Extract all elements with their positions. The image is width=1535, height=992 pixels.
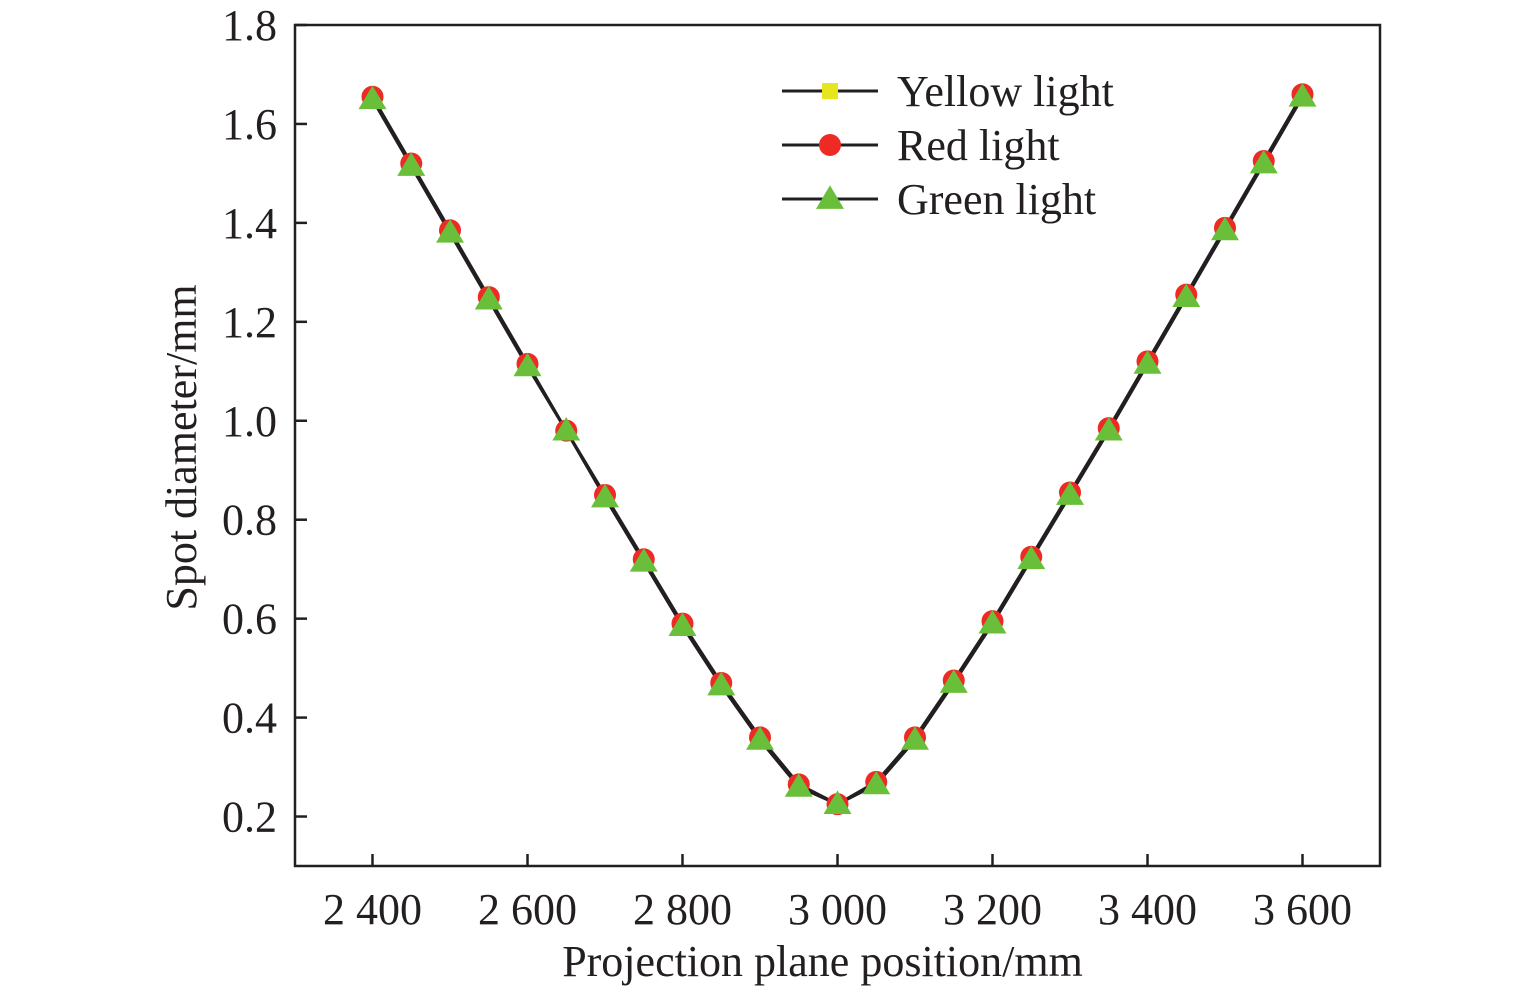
series-markers [358, 83, 1317, 816]
y-tick-label: 1.6 [222, 100, 277, 149]
data-point-triangle [474, 285, 503, 310]
data-point-triangle [629, 548, 658, 572]
data-point-triangle [1288, 83, 1317, 107]
x-tick-label: 3 000 [788, 885, 887, 934]
data-point-triangle [901, 726, 929, 750]
data-point-triangle [513, 352, 542, 377]
data-point-triangle [436, 219, 464, 243]
legend: Yellow light Red light Green light [782, 67, 1114, 224]
data-point-triangle [746, 726, 774, 750]
legend-label: Red light [897, 121, 1060, 170]
axis-tick-labels: 2 400 2 600 2 800 3 000 3 200 3 400 3 600 0.2 0.… [222, 1, 1352, 934]
legend-marker-square [822, 83, 838, 99]
x-axis-title: Projection plane position/mm [562, 937, 1083, 986]
data-point-triangle [1172, 283, 1201, 307]
y-tick-label: 1.2 [222, 298, 277, 347]
data-point-triangle [823, 790, 852, 815]
data-point-triangle [1094, 417, 1123, 441]
y-tick-label: 0.4 [222, 694, 277, 743]
data-point-triangle [358, 85, 387, 110]
legend-label: Yellow light [897, 67, 1114, 116]
y-tick-label: 0.2 [222, 793, 277, 842]
data-point-triangle [591, 483, 619, 508]
y-tick-label: 0.6 [222, 595, 277, 644]
legend-label: Green light [897, 175, 1096, 224]
y-tick-label: 1.4 [222, 199, 277, 248]
x-tick-label: 3 600 [1253, 885, 1352, 934]
x-tick-label: 3 200 [943, 885, 1042, 934]
data-point-triangle [978, 609, 1007, 634]
x-tick-label: 2 800 [633, 885, 732, 934]
data-point-triangle [1249, 149, 1278, 174]
data-point-triangle [1056, 481, 1084, 505]
data-point-triangle [668, 612, 697, 636]
data-point-triangle [707, 671, 736, 696]
data-point-triangle [862, 770, 891, 795]
y-tick-label: 1.0 [222, 397, 277, 446]
y-axis-title: Spot diameter/mm [157, 284, 206, 610]
legend-marker-triangle [816, 185, 844, 209]
y-tick-label: 1.8 [222, 1, 277, 50]
axis-ticks [295, 23, 1304, 866]
data-point-triangle [939, 669, 968, 693]
data-point-triangle [1017, 545, 1046, 570]
x-tick-label: 2 400 [323, 885, 422, 934]
data-point-triangle [552, 417, 581, 441]
data-point-triangle [397, 152, 426, 176]
x-tick-label: 2 600 [478, 885, 577, 934]
data-point-triangle [1133, 350, 1162, 374]
legend-marker-circle [819, 134, 841, 156]
data-point-triangle [784, 773, 813, 797]
x-tick-label: 3 400 [1098, 885, 1197, 934]
plot-frame [293, 23, 1382, 868]
y-tick-label: 0.8 [222, 496, 277, 545]
data-point-triangle [1211, 216, 1239, 241]
